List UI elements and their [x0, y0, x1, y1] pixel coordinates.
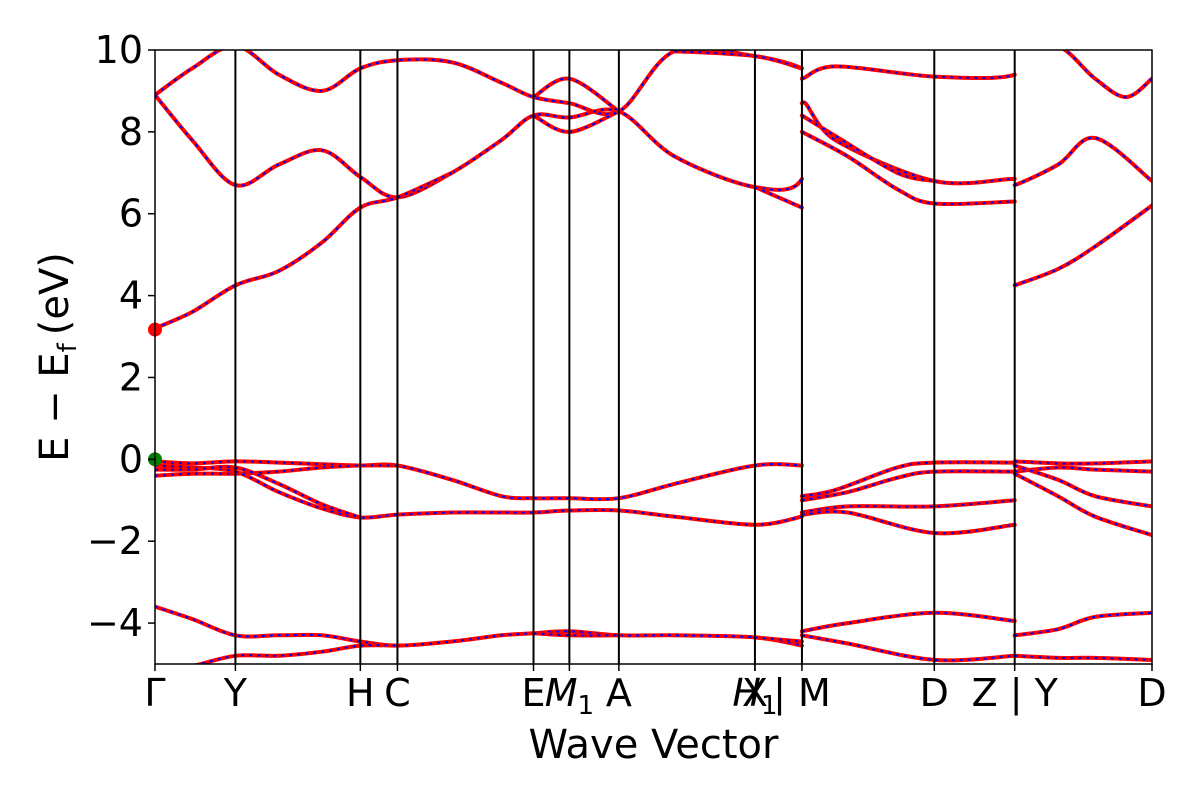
- band-spin-up-18: [1012, 459, 1152, 466]
- kpoint-lines: [234, 50, 1016, 664]
- band-spin-up-7: [799, 129, 1017, 207]
- band-spin-down-7: [801, 131, 1015, 206]
- x-tick-label: Y: [223, 671, 248, 715]
- band-spin-down-25: [754, 636, 802, 643]
- band-spin-up-29: [1012, 653, 1152, 662]
- band-spin-up-21: [1012, 471, 1152, 538]
- band-spin-down-16: [801, 499, 1015, 514]
- x-tick-label: Γ: [144, 671, 165, 715]
- y-axis-label-subscript: f: [53, 342, 83, 352]
- x-tick-label: H: [346, 671, 375, 715]
- band-spin-down-10: [155, 460, 802, 501]
- band-spin-up-28: [1012, 610, 1152, 638]
- x-tick-label: | M: [773, 671, 831, 716]
- x-tick-label: M1: [545, 671, 594, 721]
- band-spin-down-14: [801, 461, 1015, 498]
- y-tick-label: −2: [87, 519, 143, 563]
- y-axis-label: E − Ef (eV): [32, 252, 83, 462]
- band-spin-up-9: [1012, 203, 1152, 288]
- band-spin-down-13: [155, 465, 361, 519]
- x-tick-label: A: [606, 671, 632, 715]
- x-tick-label: E: [522, 671, 546, 715]
- band-spin-down-1: [155, 94, 1152, 199]
- band-spin-down-28: [1014, 611, 1152, 637]
- band-spin-down-8: [155, 171, 453, 330]
- y-tick-label: 8: [119, 110, 143, 154]
- y-tick-label: 6: [119, 192, 143, 236]
- band-spin-down-22: [155, 605, 803, 647]
- y-axis-ticks: −4 −2 0 2 4 6 8 10: [87, 28, 155, 645]
- bands-layer: [155, 50, 1152, 664]
- x-tick-label: D: [1137, 671, 1166, 715]
- band-spin-up-14: [799, 460, 1017, 499]
- x-axis-label: Wave Vector: [529, 722, 780, 768]
- band-spin-down-6: [801, 114, 935, 182]
- y-tick-label: −4: [87, 601, 143, 645]
- band-spin-up-27: [799, 633, 1017, 663]
- band-spin-down-24: [533, 632, 619, 637]
- band-spin-down-5: [754, 186, 803, 209]
- x-axis-ticks: Γ Y H C E M1 A XH1| M D Z | Y D: [144, 664, 1167, 721]
- band-spin-down-12: [155, 464, 803, 526]
- band-spin-down-17: [801, 510, 1015, 535]
- x-tick-label: C: [384, 671, 411, 715]
- band-spin-down-9: [1014, 204, 1152, 287]
- band-spin-down-26: [801, 611, 1015, 633]
- y-axis-label-main: E − E: [32, 352, 78, 462]
- x-tick-label: Z | Y: [972, 671, 1059, 716]
- y-tick-label: 2: [119, 355, 143, 399]
- plot-frame: [154, 49, 1153, 665]
- band-spin-up-22: [155, 604, 804, 648]
- band-spin-down-20: [1014, 464, 1152, 508]
- band-spin-down-0: [155, 50, 1152, 116]
- y-tick-label: 4: [119, 274, 143, 318]
- band-spin-up-1: [155, 93, 1152, 200]
- band-spin-up-26: [799, 610, 1017, 634]
- x-tick-label: H1: [732, 671, 777, 721]
- band-spin-up-17: [799, 509, 1017, 536]
- band-spin-up-19: [1012, 465, 1152, 474]
- x-tick-label: X: [742, 671, 768, 715]
- y-axis-label-unit: (eV): [32, 252, 78, 335]
- band-spin-down-15: [801, 470, 1015, 502]
- y-tick-label: 10: [95, 28, 143, 72]
- band-spin-up-25: [752, 635, 804, 644]
- y-tick-label: 0: [119, 437, 143, 481]
- band-spin-up-0: [155, 50, 1152, 117]
- x-tick-label: D: [920, 671, 949, 715]
